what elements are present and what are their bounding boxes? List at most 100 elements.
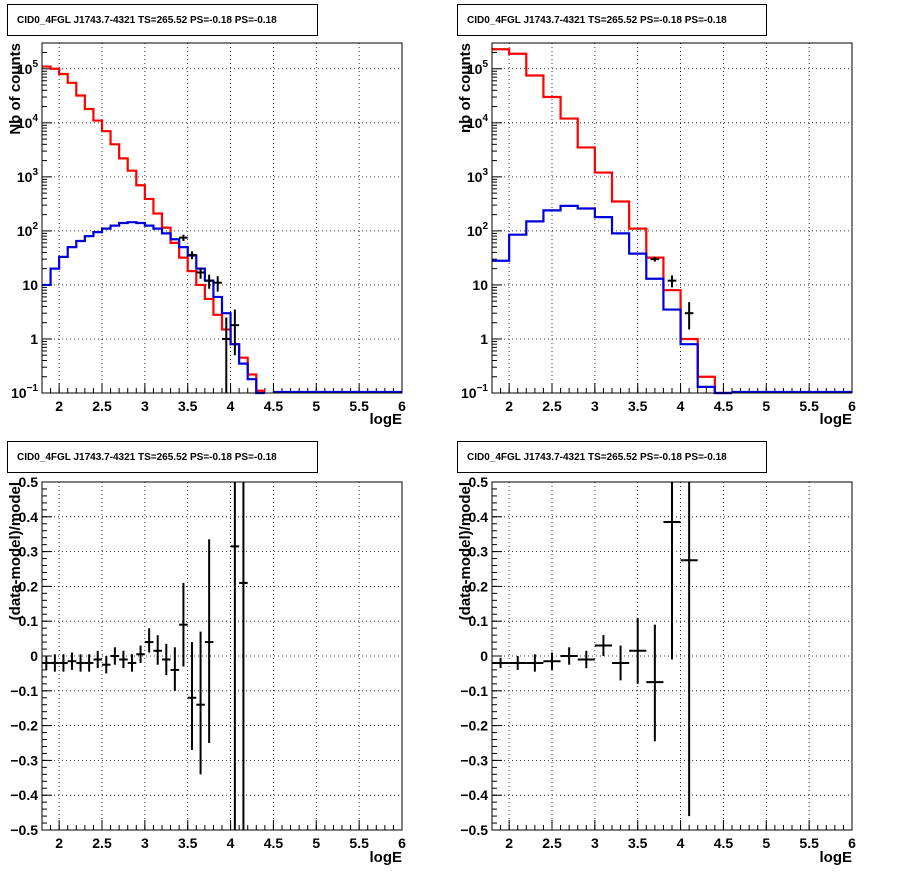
x-tick-label: 3	[141, 398, 149, 414]
y-tick-base: 10	[472, 277, 488, 293]
y-tick-exponent: 4	[32, 113, 38, 124]
y-tick-exponent: 5	[32, 59, 38, 70]
panel-top-right: CID0_4FGL J1743.7-4321 TS=265.52 PS=-0.1…	[457, 4, 856, 428]
x-tick-label: 4.5	[714, 398, 734, 414]
x-axis-title: logE	[820, 411, 853, 428]
x-tick-label: 3	[141, 835, 149, 851]
y-tick-label: 0.3	[19, 544, 39, 560]
y-tick-label: 0.3	[469, 544, 489, 560]
x-tick-label: 5	[762, 398, 770, 414]
x-tick-label: 2.5	[92, 835, 112, 851]
y-tick-exponent: 2	[32, 221, 38, 232]
y-tick-label: −0.4	[10, 787, 38, 803]
plot-frame	[41, 481, 403, 831]
x-tick-label: 4	[227, 835, 235, 851]
y-tick-exponent: −1	[27, 383, 39, 394]
chart-title: CID0_4FGL J1743.7-4321 TS=265.52 PS=-0.1…	[467, 452, 727, 463]
y-tick-base: 10	[17, 61, 33, 77]
x-tick-label: 3.5	[178, 398, 198, 414]
y-tick-exponent: 3	[32, 167, 38, 178]
y-tick-label: −0.1	[10, 683, 38, 699]
x-tick-label: 5	[762, 835, 770, 851]
x-tick-label: 5	[312, 835, 320, 851]
y-tick-label: 0.1	[469, 613, 489, 629]
panel-bottom-left: CID0_4FGL J1743.7-4321 TS=265.52 PS=-0.1…	[7, 441, 406, 866]
y-tick-label: 0.1	[19, 613, 39, 629]
y-axis-title: nb of counts	[457, 43, 474, 133]
y-tick-exponent: 5	[482, 59, 488, 70]
y-tick-label: −0.1	[460, 683, 488, 699]
histogram-series-component	[492, 204, 732, 395]
x-axis-title: logE	[370, 411, 403, 428]
x-tick-label: 5	[312, 398, 320, 414]
y-tick-label: 0.4	[19, 509, 39, 525]
y-tick-base: 10	[22, 277, 38, 293]
y-tick-base: 10	[467, 169, 483, 185]
y-tick-label: 0.2	[469, 578, 489, 594]
y-tick-label: 103	[17, 167, 39, 185]
x-tick-label: 2	[505, 398, 513, 414]
y-tick-label: 1	[480, 331, 488, 347]
panel-bottom-right: CID0_4FGL J1743.7-4321 TS=265.52 PS=-0.1…	[457, 441, 856, 866]
plot-frame	[491, 481, 853, 831]
x-tick-label: 5.5	[349, 835, 369, 851]
y-axis-title: Nb of counts	[7, 43, 24, 135]
y-tick-base: 10	[17, 223, 33, 239]
y-tick-label: 0	[480, 648, 488, 664]
x-tick-label: 3	[591, 398, 599, 414]
y-tick-label: 104	[17, 113, 39, 131]
chart-title-box	[7, 441, 318, 473]
y-axis-title: (data-model)/model	[7, 482, 24, 620]
x-tick-label: 3	[591, 835, 599, 851]
x-axis-title: logE	[370, 849, 403, 866]
y-tick-base: 10	[17, 115, 33, 131]
x-tick-label: 3.5	[628, 835, 648, 851]
y-tick-base: 10	[467, 223, 483, 239]
x-tick-label: 6	[848, 835, 856, 851]
x-tick-label: 2.5	[92, 398, 112, 414]
y-tick-label: 105	[467, 59, 489, 77]
x-tick-label: 5.5	[349, 398, 369, 414]
chart-title-box	[7, 4, 318, 36]
x-tick-label: 2	[55, 835, 63, 851]
x-tick-label: 4.5	[714, 835, 734, 851]
y-tick-label: 105	[17, 59, 39, 77]
x-tick-label: 3.5	[628, 398, 648, 414]
x-tick-label: 5.5	[799, 835, 819, 851]
y-tick-base: 1	[30, 331, 38, 347]
histogram-series-component	[42, 221, 265, 395]
y-tick-label: 0.5	[19, 474, 39, 490]
y-tick-exponent: 2	[482, 221, 488, 232]
y-tick-label: 10	[22, 277, 38, 293]
y-tick-label: −0.3	[460, 752, 488, 768]
chart-title-box	[457, 441, 767, 473]
y-tick-label: 0.5	[469, 474, 489, 490]
y-tick-base: 10	[11, 385, 27, 401]
x-tick-label: 2.5	[542, 398, 562, 414]
y-tick-label: 10	[472, 277, 488, 293]
y-axis-title: (data-model)/model	[457, 482, 474, 620]
x-tick-label: 2	[55, 398, 63, 414]
x-tick-label: 4.5	[264, 398, 284, 414]
chart-title: CID0_4FGL J1743.7-4321 TS=265.52 PS=-0.1…	[467, 15, 727, 26]
y-tick-base: 10	[17, 169, 33, 185]
plot-frame	[491, 42, 853, 394]
y-tick-label: 0.4	[469, 509, 489, 525]
y-tick-label: 1	[30, 331, 38, 347]
plot-area	[42, 43, 402, 393]
y-tick-label: 102	[17, 221, 39, 239]
y-tick-base: 10	[467, 61, 483, 77]
x-tick-label: 4	[677, 835, 685, 851]
chart-title-box	[457, 4, 767, 36]
y-tick-base: 10	[467, 115, 483, 131]
y-tick-label: −0.3	[10, 752, 38, 768]
chart-title: CID0_4FGL J1743.7-4321 TS=265.52 PS=-0.1…	[17, 452, 277, 463]
x-axis-title: logE	[820, 849, 853, 866]
x-tick-label: 6	[398, 398, 406, 414]
x-tick-label: 2.5	[542, 835, 562, 851]
y-tick-label: 10−1	[461, 383, 488, 401]
x-tick-label: 2	[505, 835, 513, 851]
y-tick-label: 104	[467, 113, 489, 131]
y-tick-exponent: −1	[477, 383, 489, 394]
